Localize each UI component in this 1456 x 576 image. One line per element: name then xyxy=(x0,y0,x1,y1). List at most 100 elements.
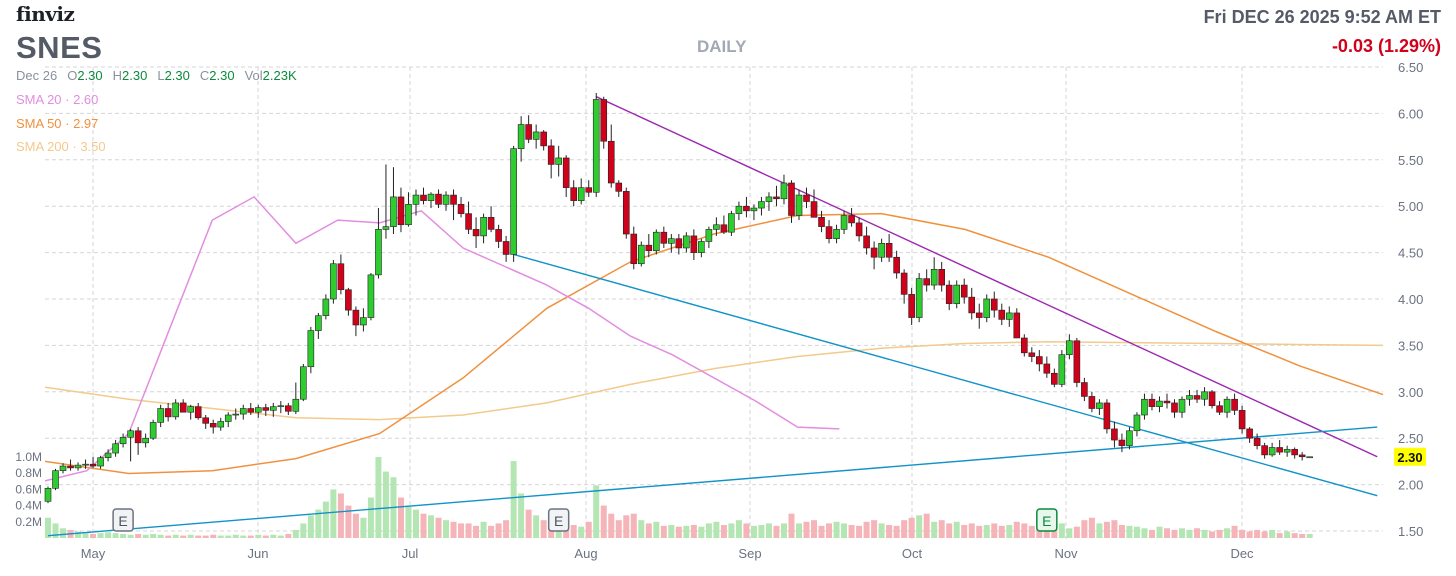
candle-body xyxy=(810,201,818,218)
candle-body xyxy=(1298,454,1306,458)
volume-bar xyxy=(1066,528,1073,538)
candle xyxy=(885,234,893,262)
candle-body xyxy=(1201,391,1208,400)
candle-body xyxy=(1058,354,1066,385)
candle xyxy=(728,210,735,236)
volume-bar xyxy=(142,534,149,538)
candle xyxy=(1193,389,1201,403)
candle-body xyxy=(224,414,232,422)
month-label: Nov xyxy=(1054,546,1078,561)
earnings-marker[interactable]: E xyxy=(112,508,134,532)
candle-body xyxy=(547,145,555,165)
volume-bar xyxy=(172,534,179,538)
candle xyxy=(938,261,945,292)
volume-bar xyxy=(307,515,314,538)
candle-body xyxy=(1111,428,1118,441)
volume-bar xyxy=(367,497,374,538)
candle xyxy=(480,213,487,244)
x-axis-months: May Jun Jul Aug Sep Oct Nov Dec xyxy=(81,546,1254,561)
candle-body xyxy=(59,465,67,471)
candle xyxy=(472,217,480,248)
candle xyxy=(127,428,134,462)
earnings-marker[interactable]: E xyxy=(547,508,570,532)
candle-body xyxy=(1020,337,1028,354)
candle-body xyxy=(239,408,247,415)
volume-bar xyxy=(52,523,59,538)
volume-bar xyxy=(352,513,359,538)
sma50-legend[interactable]: SMA 50 · 2.97 xyxy=(16,116,99,131)
candle xyxy=(840,210,848,235)
low-label: L xyxy=(157,68,165,83)
candle xyxy=(157,404,164,428)
candle-body xyxy=(532,131,540,140)
volume-bar xyxy=(961,525,968,538)
candle-body xyxy=(157,408,164,423)
volume-bar xyxy=(1156,526,1163,538)
earnings-marker[interactable]: E xyxy=(1036,508,1058,532)
candle xyxy=(52,468,59,491)
candle xyxy=(1178,396,1186,418)
candle-body xyxy=(975,312,983,318)
volume-bar xyxy=(600,505,607,538)
candle-body xyxy=(134,430,142,444)
volume-bar xyxy=(480,521,487,538)
candle xyxy=(89,456,97,468)
volume-bar xyxy=(187,534,194,538)
candle-body xyxy=(420,194,427,201)
candle xyxy=(683,232,690,253)
volume-bar xyxy=(90,533,97,538)
candle xyxy=(345,287,352,316)
candle xyxy=(254,404,262,418)
candle-body xyxy=(1253,437,1261,446)
candle xyxy=(74,462,82,471)
volume-bar xyxy=(1118,525,1125,538)
finviz-logo[interactable]: finviz xyxy=(16,2,75,26)
candle xyxy=(1081,377,1088,402)
volume-bar xyxy=(916,515,923,538)
candle xyxy=(615,180,623,197)
volume-bar xyxy=(818,525,825,538)
candle xyxy=(457,196,465,218)
volume-bar xyxy=(953,521,960,538)
volume-bar xyxy=(908,517,915,538)
volume-bar xyxy=(773,525,780,538)
candle-body xyxy=(788,182,795,216)
volume-bar xyxy=(675,526,682,538)
candle xyxy=(1231,393,1238,415)
volume-tick-label: 0.2M xyxy=(15,515,42,529)
candle-body xyxy=(1133,414,1141,432)
volume-bar xyxy=(653,521,660,538)
candle-body xyxy=(728,213,735,233)
candle xyxy=(825,220,833,244)
volume-bar xyxy=(893,525,900,538)
sma50-value: 2.97 xyxy=(73,116,99,131)
month-label: Dec xyxy=(1230,546,1254,561)
volume-bar xyxy=(1006,525,1013,538)
sma200-legend[interactable]: SMA 200 · 3.50 xyxy=(16,139,106,154)
volume-bar xyxy=(623,515,630,538)
volume-bar xyxy=(1209,531,1216,538)
candle-body xyxy=(743,205,750,212)
volume-bar xyxy=(518,493,525,538)
candle-body xyxy=(1118,439,1126,446)
candle xyxy=(1096,399,1103,415)
volume-bar xyxy=(375,457,382,538)
close-label: C xyxy=(199,68,210,83)
volume-bar xyxy=(1194,528,1201,538)
candle-body xyxy=(705,229,713,242)
candle xyxy=(1253,433,1261,450)
volume-bar xyxy=(698,526,705,538)
volume-bar xyxy=(991,523,998,538)
volume-bar xyxy=(841,523,848,538)
volume-bar xyxy=(886,525,893,538)
candle xyxy=(1291,447,1298,459)
candle-body xyxy=(713,224,720,230)
volume-bar xyxy=(585,521,592,538)
volume-bar xyxy=(758,525,765,538)
volume-bar xyxy=(1021,523,1028,538)
volume-bar xyxy=(923,513,930,538)
candle xyxy=(773,185,780,207)
sma20-legend[interactable]: SMA 20 · 2.60 xyxy=(16,92,99,107)
